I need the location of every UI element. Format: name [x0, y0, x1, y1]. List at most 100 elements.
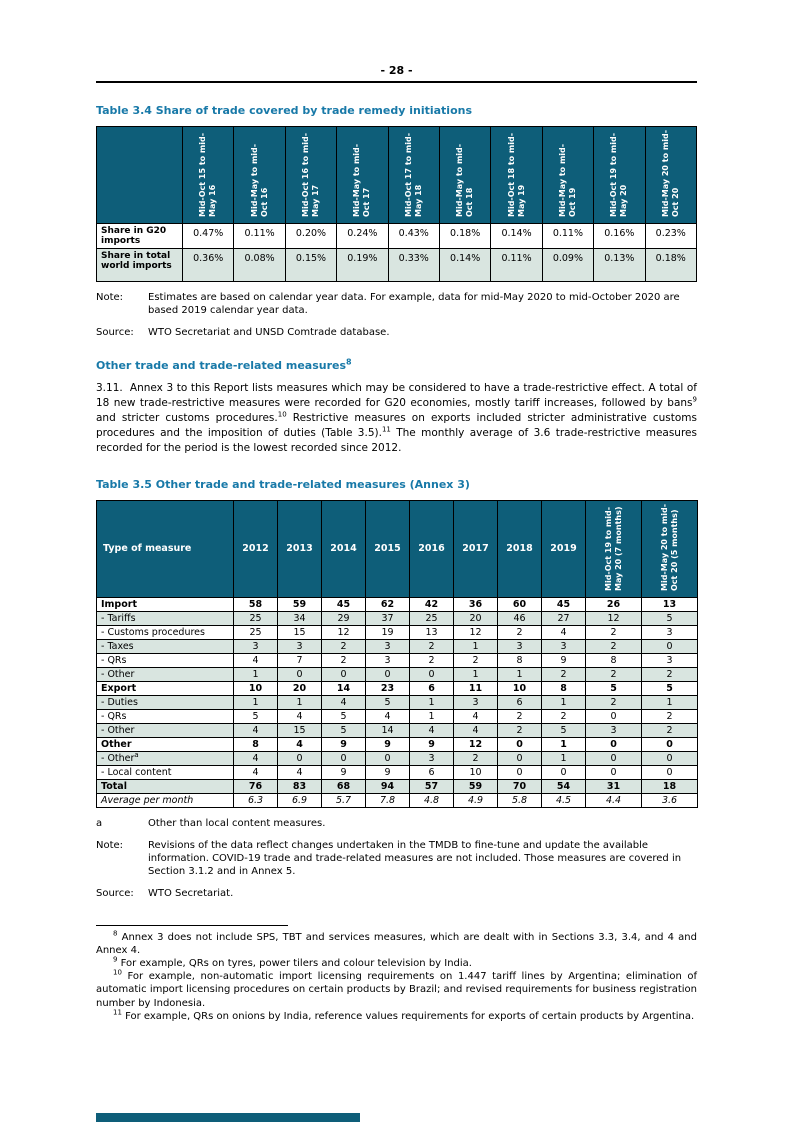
value-cell: 1 — [233, 694, 278, 710]
value-cell: 1 — [277, 694, 322, 710]
value-cell: 3 — [453, 694, 498, 710]
value-cell: 0 — [585, 736, 642, 752]
table35-source: Source: WTO Secretariat. — [96, 887, 697, 900]
value-cell: 34 — [277, 610, 322, 626]
value-cell: 0.15% — [284, 248, 338, 282]
value-cell: 5.7 — [321, 792, 366, 808]
value-cell: 0.14% — [490, 223, 543, 249]
table34-period-header: Mid-Oct 16 to mid-May 17 — [284, 126, 338, 224]
value-cell: 3.6 — [641, 792, 698, 808]
value-cell: 1 — [409, 694, 454, 710]
value-cell: 5 — [321, 722, 366, 738]
table34-period-header: Mid-May to mid-Oct 19 — [541, 126, 595, 224]
value-cell: 8 — [541, 680, 586, 696]
value-cell: 0.18% — [644, 248, 698, 282]
value-cell: 2 — [585, 694, 642, 710]
footnote-separator — [96, 924, 288, 926]
footnote-ref: 10 — [277, 410, 287, 419]
value-cell: 5 — [365, 694, 410, 710]
value-cell: 3 — [585, 722, 642, 738]
value-cell: 37 — [365, 610, 410, 626]
section-heading: Other trade and trade-related measures8 — [96, 356, 697, 371]
value-cell: 76 — [233, 778, 278, 794]
footnotes: 8 Annex 3 does not include SPS, TBT and … — [96, 930, 697, 1023]
table35-row: Export 10 20 14 23 6 11 10 8 5 5 — [96, 680, 698, 696]
value-cell: 1 — [453, 638, 498, 654]
value-cell: 57 — [409, 778, 454, 794]
value-cell: 0 — [365, 750, 410, 766]
value-cell: 6 — [409, 680, 454, 696]
value-cell: 0 — [641, 736, 698, 752]
value-cell: 9 — [321, 736, 366, 752]
value-cell: 27 — [541, 610, 586, 626]
value-cell: 0.19% — [336, 248, 389, 282]
table35-body: Import 58 59 45 62 42 36 60 45 26 13- Tariffs 25 34 2… — [96, 596, 698, 808]
value-cell: 3 — [641, 624, 698, 640]
footnote-number: 11 — [113, 1008, 122, 1017]
value-cell: 68 — [321, 778, 366, 794]
table35-row: Other 8 4 9 9 9 12 0 1 0 0 — [96, 736, 698, 752]
table35-row: Total 76 83 68 94 57 59 70 54 31 18 — [96, 778, 698, 794]
period-label: Mid-May 20 to mid-Oct 20 (5 months) — [659, 503, 679, 591]
table34-header-row: Mid-Oct 15 to mid-May 16 Mid-May to mid-O… — [96, 126, 698, 224]
period-label: Mid-May to mid-Oct 18 — [455, 143, 475, 217]
value-cell: 6 — [497, 694, 542, 710]
row-label: - Customs procedures — [96, 624, 234, 640]
value-cell: 2 — [497, 708, 542, 724]
table35-row: Import 58 59 45 62 42 36 60 45 26 13 — [96, 596, 698, 612]
period-label: Mid-Oct 15 to mid-May 16 — [198, 132, 218, 217]
value-cell: 2 — [321, 652, 366, 668]
value-cell: 10 — [497, 680, 542, 696]
footnote-ref-8: 8 — [346, 356, 352, 366]
table35-year-header: 2014 — [321, 499, 366, 598]
row-label: - Other — [96, 666, 234, 682]
value-cell: 36 — [453, 596, 498, 612]
period-label: Mid-May 20 to mid-Oct 20 — [660, 129, 680, 217]
value-cell: 3 — [233, 638, 278, 654]
table34-corner-cell — [96, 126, 183, 224]
row-label: Share in total world imports — [96, 248, 183, 282]
note-label: Note: — [96, 292, 124, 303]
value-cell: 12 — [453, 624, 498, 640]
value-cell: 83 — [277, 778, 322, 794]
value-cell: 4 — [277, 764, 322, 780]
row-label: Share in G20 imports — [96, 223, 183, 249]
value-cell: 2 — [641, 722, 698, 738]
value-cell: 0.33% — [387, 248, 440, 282]
value-cell: 4 — [541, 624, 586, 640]
value-cell: 1 — [541, 736, 586, 752]
value-cell: 3 — [409, 750, 454, 766]
value-cell: 0 — [497, 750, 542, 766]
footnote-ref: 9 — [692, 395, 697, 404]
value-cell: 4 — [277, 708, 322, 724]
table35: Type of measure 2012 2013 2014 2015 2016 2017 2… — [96, 499, 698, 808]
value-cell: 0 — [321, 750, 366, 766]
value-cell: 10 — [453, 764, 498, 780]
source-text: WTO Secretariat. — [148, 888, 234, 900]
value-cell: 0.36% — [181, 248, 235, 282]
footnote-ref: 11 — [381, 425, 391, 434]
value-cell: 12 — [453, 736, 498, 752]
value-cell: 42 — [409, 596, 454, 612]
table34-title: Table 3.4 Share of trade covered by trad… — [96, 104, 473, 117]
table35-period-header: Mid-Oct 19 to mid-May 20 (7 months) — [585, 499, 642, 598]
footnote-ref: a — [134, 750, 139, 759]
value-cell: 3 — [541, 638, 586, 654]
note-text: Estimates are based on calendar year dat… — [148, 292, 680, 317]
table34-period-header: Mid-May to mid-Oct 18 — [438, 126, 492, 224]
value-cell: 1 — [641, 694, 698, 710]
value-cell: 23 — [365, 680, 410, 696]
value-cell: 12 — [321, 624, 366, 640]
value-cell: 1 — [453, 666, 498, 682]
value-cell: 13 — [409, 624, 454, 640]
period-label: Mid-Oct 18 to mid-May 19 — [506, 132, 526, 217]
table35-title: Table 3.5 Other trade and trade-related … — [96, 477, 470, 491]
value-cell: 1 — [497, 666, 542, 682]
row-label: - Other — [96, 722, 234, 738]
table35-header: Type of measure 2012 2013 2014 2015 2016 2017 2… — [96, 499, 698, 598]
value-cell: 3 — [365, 638, 410, 654]
footnote-number: 10 — [113, 968, 122, 977]
source-label: Source: — [96, 888, 134, 900]
source-label: Source: — [96, 327, 134, 339]
period-label: Mid-Oct 19 to mid-May 20 — [609, 132, 629, 217]
